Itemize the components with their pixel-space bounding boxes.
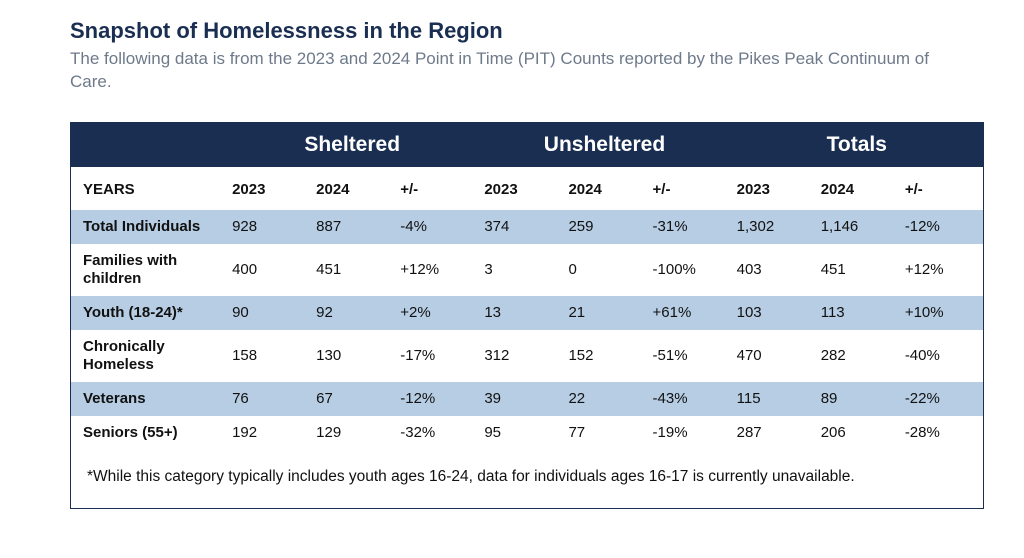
data-cell: 21 — [562, 296, 646, 330]
sub-header-row: YEARS 2023 2024 +/- 2023 2024 +/- 2023 2… — [71, 167, 983, 210]
data-cell: 928 — [226, 210, 310, 244]
data-cell: 89 — [815, 382, 899, 416]
data-cell: 0 — [562, 244, 646, 296]
data-cell: 67 — [310, 382, 394, 416]
data-cell: 451 — [815, 244, 899, 296]
data-cell: -12% — [394, 382, 478, 416]
table-row: Families with children400451+12%30-100%4… — [71, 244, 983, 296]
group-header-sheltered: Sheltered — [226, 123, 478, 167]
sub-header-cell: +/- — [899, 167, 983, 210]
sub-header-cell: 2024 — [562, 167, 646, 210]
page-subtitle: The following data is from the 2023 and … — [70, 48, 940, 94]
data-cell: -32% — [394, 416, 478, 450]
data-cell: 129 — [310, 416, 394, 450]
data-cell: -31% — [647, 210, 731, 244]
data-cell: -12% — [899, 210, 983, 244]
data-cell: 1,302 — [731, 210, 815, 244]
sub-header-cell: 2023 — [226, 167, 310, 210]
data-cell: 22 — [562, 382, 646, 416]
data-cell: -17% — [394, 330, 478, 382]
group-header-unsheltered: Unsheltered — [478, 123, 730, 167]
data-cell: -100% — [647, 244, 731, 296]
row-label: Chronically Homeless — [71, 330, 226, 382]
data-cell: 192 — [226, 416, 310, 450]
data-cell: 470 — [731, 330, 815, 382]
sub-header-cell: +/- — [394, 167, 478, 210]
data-cell: -51% — [647, 330, 731, 382]
table-row: Total Individuals928887-4%374259-31%1,30… — [71, 210, 983, 244]
data-cell: 259 — [562, 210, 646, 244]
table-row: Seniors (55+)192129-32%9577-19%287206-28… — [71, 416, 983, 450]
data-cell: 95 — [478, 416, 562, 450]
data-cell: 76 — [226, 382, 310, 416]
footnote-text: *While this category typically includes … — [71, 450, 983, 508]
data-cell: 90 — [226, 296, 310, 330]
data-cell: +12% — [394, 244, 478, 296]
data-cell: 13 — [478, 296, 562, 330]
data-cell: 374 — [478, 210, 562, 244]
data-cell: 1,146 — [815, 210, 899, 244]
data-cell: 158 — [226, 330, 310, 382]
table-row: Veterans7667-12%3922-43%11589-22% — [71, 382, 983, 416]
data-table: Sheltered Unsheltered Totals YEARS 2023 … — [71, 123, 983, 508]
data-cell: 282 — [815, 330, 899, 382]
data-cell: 3 — [478, 244, 562, 296]
data-cell: 113 — [815, 296, 899, 330]
sub-header-cell: 2024 — [310, 167, 394, 210]
data-cell: 92 — [310, 296, 394, 330]
data-cell: -28% — [899, 416, 983, 450]
sub-header-cell: 2023 — [478, 167, 562, 210]
table-row: Youth (18-24)*9092+2%1321+61%103113+10% — [71, 296, 983, 330]
row-label: Veterans — [71, 382, 226, 416]
data-table-wrap: Sheltered Unsheltered Totals YEARS 2023 … — [70, 122, 984, 509]
data-cell: 451 — [310, 244, 394, 296]
sub-header-cell: 2024 — [815, 167, 899, 210]
data-cell: +2% — [394, 296, 478, 330]
data-cell: 130 — [310, 330, 394, 382]
data-cell: 206 — [815, 416, 899, 450]
group-header-blank — [71, 123, 226, 167]
sub-header-cell: 2023 — [731, 167, 815, 210]
data-cell: -43% — [647, 382, 731, 416]
footnote-row: *While this category typically includes … — [71, 450, 983, 508]
data-cell: -40% — [899, 330, 983, 382]
row-label: Seniors (55+) — [71, 416, 226, 450]
data-cell: 103 — [731, 296, 815, 330]
data-cell: 887 — [310, 210, 394, 244]
data-cell: 39 — [478, 382, 562, 416]
page-title: Snapshot of Homelessness in the Region — [70, 18, 984, 44]
group-header-totals: Totals — [731, 123, 983, 167]
data-cell: -19% — [647, 416, 731, 450]
sub-header-years: YEARS — [71, 167, 226, 210]
row-label: Total Individuals — [71, 210, 226, 244]
group-header-row: Sheltered Unsheltered Totals — [71, 123, 983, 167]
data-cell: +10% — [899, 296, 983, 330]
data-cell: 403 — [731, 244, 815, 296]
data-cell: -4% — [394, 210, 478, 244]
table-row: Chronically Homeless158130-17%312152-51%… — [71, 330, 983, 382]
data-cell: 400 — [226, 244, 310, 296]
data-cell: 312 — [478, 330, 562, 382]
sub-header-cell: +/- — [647, 167, 731, 210]
data-cell: -22% — [899, 382, 983, 416]
data-cell: +12% — [899, 244, 983, 296]
row-label: Youth (18-24)* — [71, 296, 226, 330]
row-label: Families with children — [71, 244, 226, 296]
data-cell: 152 — [562, 330, 646, 382]
data-cell: 287 — [731, 416, 815, 450]
data-cell: +61% — [647, 296, 731, 330]
data-cell: 115 — [731, 382, 815, 416]
data-cell: 77 — [562, 416, 646, 450]
